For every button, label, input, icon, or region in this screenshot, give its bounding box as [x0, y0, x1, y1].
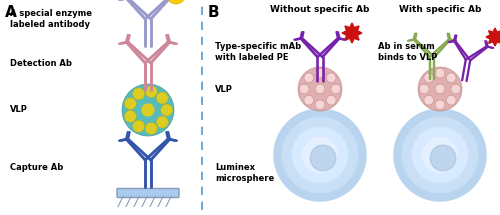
Circle shape: [326, 95, 336, 105]
Text: VLP: VLP: [215, 84, 233, 94]
Circle shape: [304, 95, 314, 105]
Circle shape: [300, 84, 309, 94]
Text: Ab in serum
binds to VLP: Ab in serum binds to VLP: [378, 42, 438, 62]
Circle shape: [451, 84, 460, 94]
Circle shape: [315, 68, 325, 78]
Circle shape: [424, 95, 434, 105]
Text: A: A: [5, 5, 17, 20]
Text: Luminex
microsphere: Luminex microsphere: [215, 163, 274, 183]
Circle shape: [292, 127, 348, 183]
Circle shape: [160, 104, 172, 116]
Circle shape: [167, 0, 185, 4]
Circle shape: [326, 73, 336, 83]
Circle shape: [412, 127, 468, 183]
Circle shape: [146, 123, 157, 134]
Circle shape: [298, 67, 342, 111]
Circle shape: [435, 84, 445, 94]
Circle shape: [132, 120, 144, 132]
Circle shape: [422, 138, 458, 172]
Circle shape: [446, 95, 456, 105]
Circle shape: [435, 100, 445, 110]
Circle shape: [315, 100, 325, 110]
Circle shape: [304, 73, 314, 83]
Circle shape: [124, 98, 136, 110]
Text: With specific Ab: With specific Ab: [399, 5, 481, 14]
Circle shape: [156, 116, 168, 128]
Circle shape: [124, 111, 136, 122]
Polygon shape: [342, 23, 362, 43]
FancyBboxPatch shape: [117, 189, 179, 198]
Text: A special enzyme
labeled antibody: A special enzyme labeled antibody: [10, 9, 92, 29]
Circle shape: [282, 117, 358, 193]
Circle shape: [424, 73, 434, 83]
Circle shape: [430, 145, 456, 171]
Circle shape: [435, 68, 445, 78]
Circle shape: [142, 104, 154, 116]
Circle shape: [394, 109, 486, 201]
Circle shape: [446, 73, 456, 83]
Circle shape: [420, 84, 429, 94]
Circle shape: [331, 84, 340, 94]
Text: Capture Ab: Capture Ab: [10, 163, 63, 172]
Circle shape: [156, 92, 168, 104]
Text: Type-specific mAb
with labeled PE: Type-specific mAb with labeled PE: [215, 42, 301, 62]
Circle shape: [122, 84, 174, 136]
Circle shape: [315, 84, 325, 94]
Circle shape: [274, 109, 366, 201]
Text: B: B: [208, 5, 220, 20]
Polygon shape: [486, 28, 500, 46]
Text: VLP: VLP: [10, 106, 28, 115]
Circle shape: [402, 117, 477, 193]
Circle shape: [418, 67, 462, 111]
Circle shape: [310, 145, 336, 171]
Text: Without specific Ab: Without specific Ab: [270, 5, 370, 14]
Text: Detection Ab: Detection Ab: [10, 58, 72, 68]
Circle shape: [146, 86, 157, 98]
Circle shape: [302, 138, 338, 172]
Circle shape: [132, 88, 144, 100]
